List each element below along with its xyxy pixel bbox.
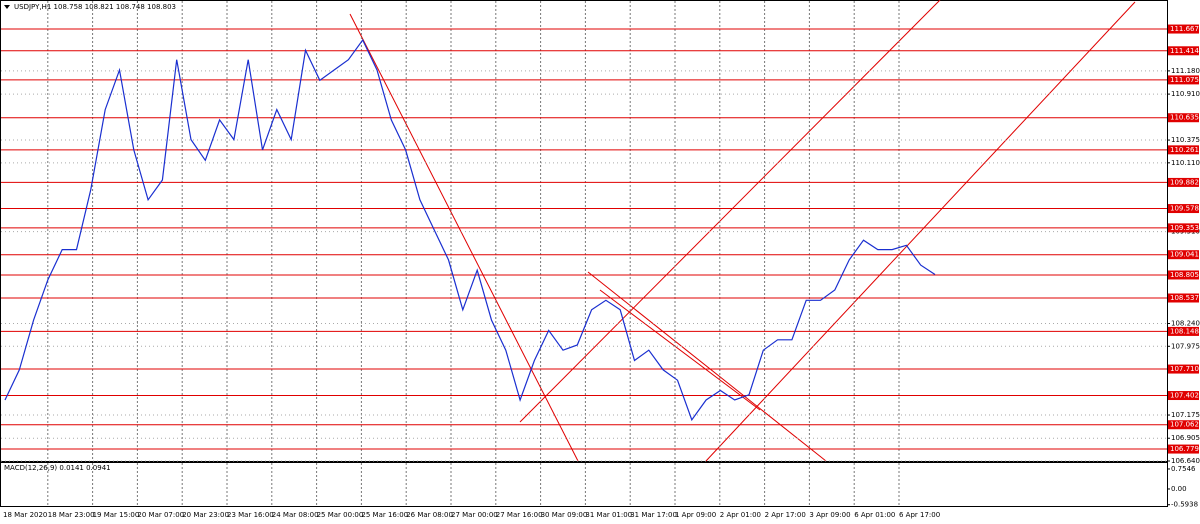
macd-y-tick-label: 0.7546 [1171, 465, 1196, 473]
y-tick-label: 106.640 [1171, 457, 1200, 465]
x-tick-label: 27 Mar 16:00 [496, 511, 543, 519]
level-label: 108.537 [1170, 294, 1199, 302]
x-tick-label: 25 Mar 16:00 [361, 511, 408, 519]
level-label: 111.667 [1170, 25, 1199, 33]
x-tick-label: 2 Apr 17:00 [765, 511, 806, 519]
x-tick-label: 23 Mar 16:00 [227, 511, 274, 519]
x-tick-label: 31 Mar 01:00 [585, 511, 632, 519]
x-tick-label: 26 Mar 08:00 [406, 511, 453, 519]
level-label-box [1168, 444, 1199, 454]
level-label-box [1168, 177, 1199, 187]
macd-label: MACD(12,26,9) 0.0141 0.0941 [4, 464, 111, 472]
x-tick-label: 3 Apr 09:00 [809, 511, 850, 519]
trend-line [349, 13, 579, 462]
level-label: 110.261 [1170, 146, 1199, 154]
y-tick-label: 108.240 [1171, 320, 1200, 328]
price-line [4, 38, 936, 422]
level-label-box [1168, 250, 1199, 260]
level-label-box [1168, 420, 1199, 430]
trend-line [599, 289, 761, 411]
x-tick-label: 31 Mar 17:00 [630, 511, 677, 519]
x-tick-label: 19 Mar 15:00 [93, 511, 140, 519]
x-tick-label: 30 Mar 09:00 [541, 511, 588, 519]
trend-line [705, 1, 1136, 462]
level-label: 106.779 [1170, 445, 1199, 453]
level-label-box [1168, 391, 1199, 401]
x-tick-label: 27 Mar 00:00 [451, 511, 498, 519]
level-label-box [1168, 364, 1199, 374]
x-tick-label: 25 Mar 00:00 [317, 511, 364, 519]
level-label-box [1168, 145, 1199, 155]
level-label: 107.402 [1170, 392, 1199, 400]
x-tick-label: 6 Apr 17:00 [899, 511, 940, 519]
level-label-box [1168, 293, 1199, 303]
main-frame [0, 0, 1168, 462]
y-tick-label: 107.975 [1171, 342, 1200, 350]
x-tick-label: 18 Mar 23:00 [48, 511, 95, 519]
level-label: 108.148 [1170, 327, 1199, 335]
x-tick-label: 18 Mar 2020 [3, 511, 47, 519]
x-tick-label: 20 Mar 07:00 [137, 511, 184, 519]
macd-y-tick-label: -0.5938 [1171, 501, 1198, 509]
trend-line [519, 0, 941, 423]
level-label-box [1168, 223, 1199, 233]
level-label: 107.710 [1170, 365, 1199, 373]
x-tick-label: 20 Mar 23:00 [182, 511, 229, 519]
menu-arrow [4, 5, 10, 9]
macd-y-tick-label: 0.00 [1171, 485, 1187, 493]
chart-title: USDJPY,H1 108.758 108.821 108.748 108.80… [14, 3, 176, 11]
level-label-box [1168, 326, 1199, 336]
trend-line [587, 271, 827, 462]
level-label-box [1168, 46, 1199, 56]
level-label: 109.578 [1170, 205, 1199, 213]
level-label: 109.041 [1170, 251, 1199, 259]
level-label: 107.062 [1170, 421, 1199, 429]
x-tick-label: 2 Apr 01:00 [720, 511, 761, 519]
level-label-box [1168, 24, 1199, 34]
level-label: 109.353 [1170, 224, 1199, 232]
level-label-box [1168, 113, 1199, 123]
level-label-box [1168, 75, 1199, 85]
y-tick-label: 111.180 [1171, 67, 1200, 75]
level-label-box [1168, 204, 1199, 214]
level-label: 109.882 [1170, 178, 1199, 186]
x-tick-label: 6 Apr 01:00 [854, 511, 895, 519]
x-tick-label: 24 Mar 08:00 [272, 511, 319, 519]
level-label: 110.635 [1170, 114, 1199, 122]
macd-frame [0, 462, 1168, 507]
x-tick-label: 1 Apr 09:00 [675, 511, 716, 519]
level-label: 108.805 [1170, 271, 1199, 279]
y-tick-label: 106.905 [1171, 434, 1200, 442]
y-tick-label: 110.910 [1171, 90, 1200, 98]
level-label: 111.414 [1170, 47, 1199, 55]
level-label-box [1168, 270, 1199, 280]
trend-lines [349, 0, 1136, 462]
y-tick-label: 110.110 [1171, 159, 1200, 167]
y-tick-label: 110.375 [1171, 136, 1200, 144]
y-tick-label: 107.175 [1171, 411, 1200, 419]
level-label: 111.075 [1170, 76, 1199, 84]
